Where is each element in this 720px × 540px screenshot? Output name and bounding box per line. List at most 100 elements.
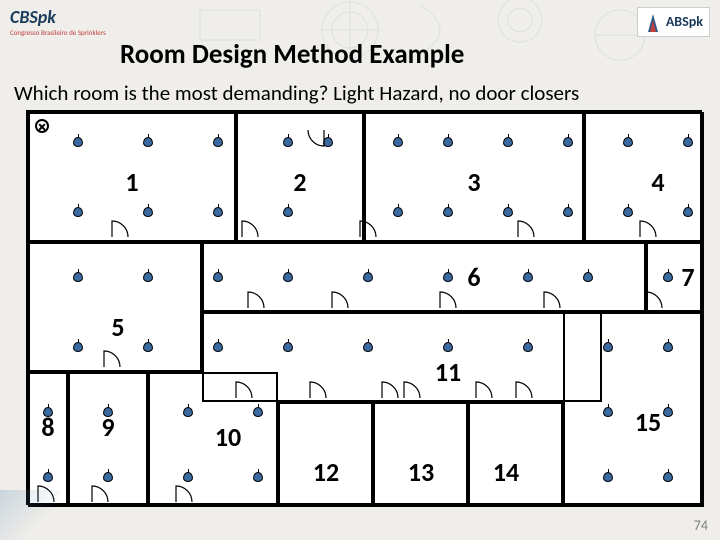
sprinkler-icon <box>43 472 53 482</box>
sprinkler-icon <box>73 342 83 352</box>
sprinkler-icon <box>443 207 453 217</box>
sprinkler-icon <box>253 472 263 482</box>
sprinkler-icon <box>143 342 153 352</box>
sprinkler-icon <box>183 407 193 417</box>
door-icon <box>402 380 422 400</box>
sprinkler-icon <box>283 207 293 217</box>
sprinkler-icon <box>443 137 453 147</box>
sprinkler-icon <box>393 137 403 147</box>
sprinkler-icon <box>103 407 113 417</box>
room-label-15: 15 <box>635 406 661 438</box>
sprinkler-icon <box>443 342 453 352</box>
door-icon <box>516 219 536 239</box>
sprinkler-icon <box>603 472 613 482</box>
sprinkler-icon <box>663 407 673 417</box>
door-icon <box>102 349 122 369</box>
sprinkler-icon <box>253 407 263 417</box>
slide-subtitle: Which room is the most demanding? Light … <box>14 80 579 106</box>
sprinkler-icon <box>523 272 533 282</box>
sprinkler-icon <box>663 272 673 282</box>
sprinkler-icon <box>623 207 633 217</box>
riser-icon <box>35 119 49 133</box>
door-icon <box>110 219 130 239</box>
room-label-13: 13 <box>408 456 434 488</box>
door-icon <box>638 219 658 239</box>
door-icon <box>542 290 562 310</box>
door-icon <box>358 219 378 239</box>
sprinkler-icon <box>563 207 573 217</box>
room-label-10: 10 <box>215 421 241 453</box>
page-number: 74 <box>694 517 708 534</box>
room-label-3: 3 <box>467 166 480 198</box>
door-icon <box>90 484 110 504</box>
sprinkler-icon <box>663 342 673 352</box>
sprinkler-icon <box>283 137 293 147</box>
room-14 <box>468 402 563 507</box>
door-icon <box>438 290 458 310</box>
logo-left-text: CBSpk <box>10 6 56 28</box>
door-icon <box>330 290 350 310</box>
logo-right: ABSpk <box>637 7 710 37</box>
sprinkler-icon <box>443 272 453 282</box>
room-15 <box>563 312 704 507</box>
logo-left: CBSpk Congresso Brasileiro de Sprinklers <box>10 6 106 37</box>
sprinkler-icon <box>143 272 153 282</box>
sprinkler-icon <box>503 207 513 217</box>
header: CBSpk Congresso Brasileiro de Sprinklers… <box>10 6 710 37</box>
door-icon <box>306 128 326 148</box>
room-label-14: 14 <box>493 456 519 488</box>
door-icon <box>380 380 400 400</box>
slide-title: Room Design Method Example <box>120 38 464 71</box>
sprinkler-icon <box>283 342 293 352</box>
logo-right-text: ABSpk <box>666 13 703 30</box>
corner-accent <box>0 490 60 540</box>
sprinkler-icon <box>503 137 513 147</box>
sprinkler-icon <box>183 472 193 482</box>
sprinkler-icon <box>73 137 83 147</box>
sprinkler-icon <box>73 207 83 217</box>
sprinkler-icon <box>683 207 693 217</box>
door-icon <box>246 290 266 310</box>
door-icon <box>240 219 260 239</box>
sprinkler-icon <box>603 407 613 417</box>
sprinkler-icon <box>143 137 153 147</box>
sprinkler-icon <box>623 137 633 147</box>
room-label-12: 12 <box>313 456 339 488</box>
sprinkler-icon <box>213 207 223 217</box>
room-label-7: 7 <box>681 261 694 293</box>
abspk-icon <box>644 10 662 34</box>
sprinkler-icon <box>213 272 223 282</box>
sprinkler-icon <box>103 472 113 482</box>
room-label-6: 6 <box>467 261 480 293</box>
sprinkler-icon <box>563 137 573 147</box>
room-label-1: 1 <box>125 166 138 198</box>
door-icon <box>234 380 254 400</box>
room-13 <box>373 402 468 507</box>
room-12 <box>278 402 373 507</box>
room-label-5: 5 <box>111 311 124 343</box>
sprinkler-icon <box>603 342 613 352</box>
sprinkler-icon <box>523 342 533 352</box>
room-6 <box>202 242 646 312</box>
room-label-11: 11 <box>435 356 461 388</box>
door-icon <box>474 380 494 400</box>
logo-left-subtitle: Congresso Brasileiro de Sprinklers <box>10 28 106 37</box>
sprinkler-icon <box>213 137 223 147</box>
sprinkler-icon <box>393 207 403 217</box>
room-label-4: 4 <box>651 166 664 198</box>
door-icon <box>514 380 534 400</box>
sprinkler-icon <box>363 342 373 352</box>
sprinkler-icon <box>43 407 53 417</box>
sprinkler-icon <box>663 472 673 482</box>
door-icon <box>174 484 194 504</box>
sprinkler-icon <box>143 207 153 217</box>
sprinkler-icon <box>363 272 373 282</box>
sprinkler-icon <box>683 137 693 147</box>
sprinkler-icon <box>283 272 293 282</box>
door-icon <box>644 290 664 310</box>
sprinkler-icon <box>213 342 223 352</box>
sprinkler-icon <box>583 272 593 282</box>
sprinkler-icon <box>73 272 83 282</box>
floor-plan: 123456789101112131415 <box>26 110 702 505</box>
door-icon <box>308 380 328 400</box>
